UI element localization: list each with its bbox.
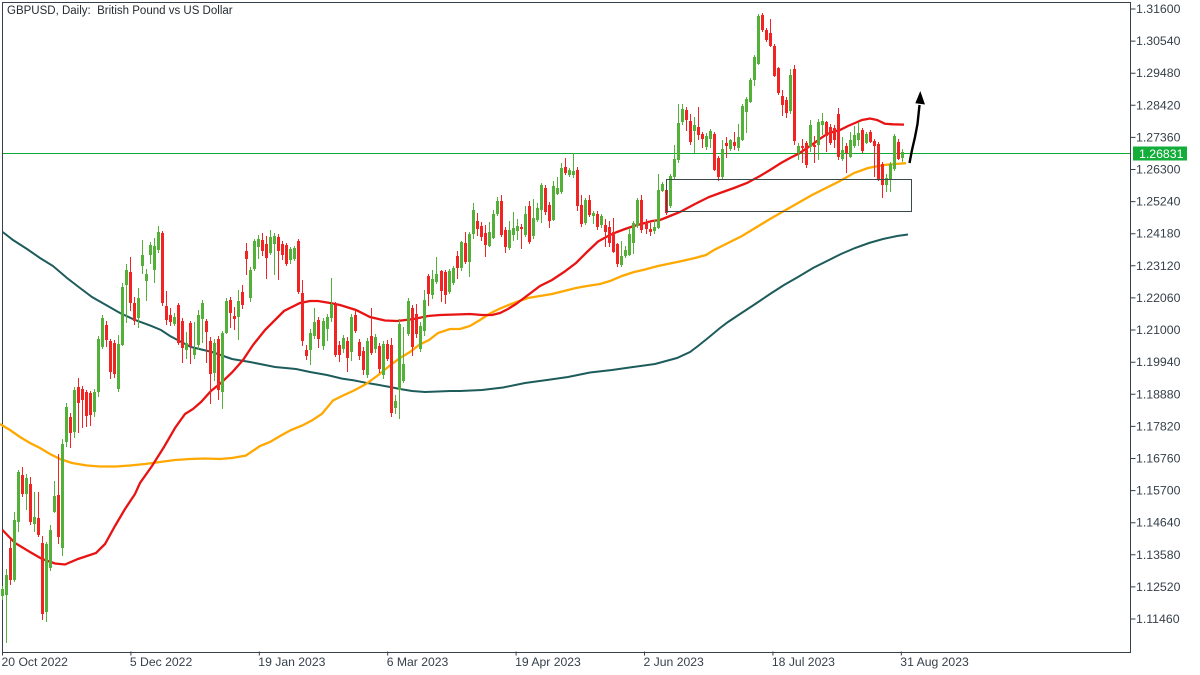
svg-text:GBPUSD, Daily: British Pound: GBPUSD, Daily: British Pound vs US Dolla… — [7, 5, 233, 17]
svg-text:1.25240: 1.25240 — [1136, 195, 1181, 209]
svg-text:19 Jan 2023: 19 Jan 2023 — [258, 655, 325, 669]
svg-text:1.30540: 1.30540 — [1136, 34, 1181, 48]
svg-text:31 Aug 2023: 31 Aug 2023 — [900, 655, 969, 669]
svg-text:1.27360: 1.27360 — [1136, 130, 1181, 144]
svg-text:1.15700: 1.15700 — [1136, 484, 1181, 498]
svg-text:1.24180: 1.24180 — [1136, 227, 1181, 241]
svg-text:1.26831: 1.26831 — [1139, 147, 1184, 161]
svg-text:1.22060: 1.22060 — [1136, 291, 1181, 305]
svg-text:1.17820: 1.17820 — [1136, 419, 1181, 433]
svg-text:1.18880: 1.18880 — [1136, 387, 1181, 401]
svg-text:1.11460: 1.11460 — [1136, 612, 1180, 626]
svg-text:2 Jun 2023: 2 Jun 2023 — [644, 655, 705, 669]
svg-text:1.16760: 1.16760 — [1136, 452, 1181, 466]
svg-text:1.28420: 1.28420 — [1136, 98, 1181, 112]
svg-text:1.12520: 1.12520 — [1136, 580, 1181, 594]
svg-text:1.31600: 1.31600 — [1136, 2, 1181, 16]
svg-text:1.13580: 1.13580 — [1136, 548, 1181, 562]
svg-text:6 Mar 2023: 6 Mar 2023 — [387, 655, 449, 669]
svg-text:1.21000: 1.21000 — [1136, 323, 1181, 337]
svg-text:1.14640: 1.14640 — [1136, 516, 1181, 530]
svg-text:20 Oct 2022: 20 Oct 2022 — [2, 655, 69, 669]
svg-text:19 Apr 2023: 19 Apr 2023 — [515, 655, 581, 669]
svg-text:1.23120: 1.23120 — [1136, 259, 1181, 273]
svg-text:18 Jul 2023: 18 Jul 2023 — [772, 655, 835, 669]
svg-text:1.29480: 1.29480 — [1136, 66, 1181, 80]
svg-text:1.19940: 1.19940 — [1136, 355, 1181, 369]
svg-text:5 Dec 2022: 5 Dec 2022 — [130, 655, 193, 669]
svg-text:1.26300: 1.26300 — [1136, 163, 1181, 177]
